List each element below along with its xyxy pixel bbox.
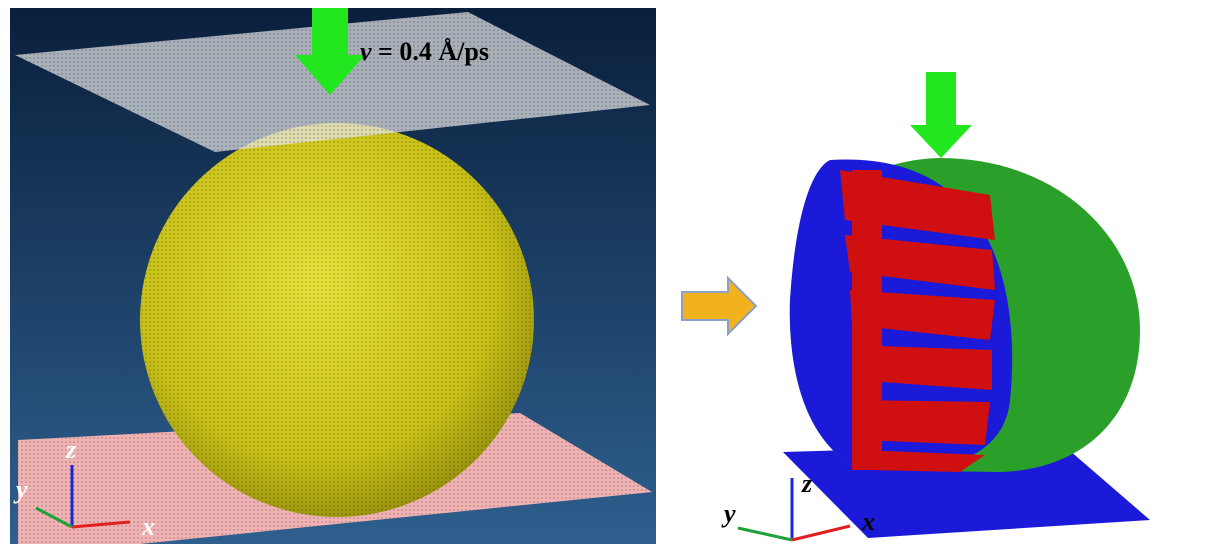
x-label: x <box>141 512 155 541</box>
transition-arrow <box>681 275 758 337</box>
z-label: z <box>801 469 813 498</box>
x-label: x <box>861 507 875 536</box>
load-arrow <box>910 72 972 158</box>
velocity-label: v = 0.4 Å/ps <box>360 37 489 66</box>
y-label: y <box>721 499 736 528</box>
velocity-symbol: v <box>360 37 372 66</box>
velocity-arrow <box>295 8 365 95</box>
axes-triad: z y x <box>13 435 155 541</box>
left-panel: v = 0.4 Å/ps z y x <box>10 8 656 544</box>
deformed-region <box>840 170 995 472</box>
y-axis <box>737 526 793 542</box>
x-axis <box>791 524 851 542</box>
axes-triad: z y x <box>721 469 875 542</box>
velocity-value: = 0.4 Å/ps <box>378 37 489 66</box>
x-axis <box>71 520 131 529</box>
y-axis <box>35 506 73 529</box>
right-panel: z y x <box>721 72 1150 542</box>
z-label: z <box>65 435 77 464</box>
sphere-mesh <box>140 123 534 517</box>
y-label: y <box>13 475 28 504</box>
